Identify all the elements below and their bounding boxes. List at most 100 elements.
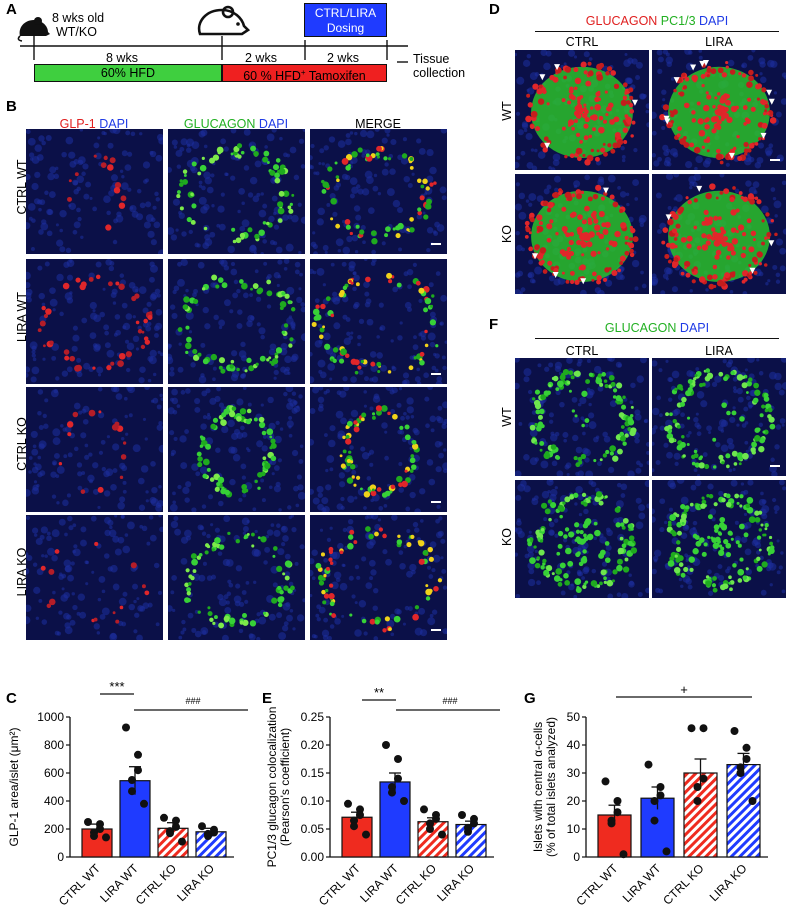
arrowhead-icon [696, 185, 703, 192]
data-point [426, 825, 434, 833]
data-point [650, 816, 659, 825]
arrowhead-icon [699, 60, 706, 67]
y-tick-label: 600 [44, 766, 64, 780]
micrograph-b-r2-c1 [26, 259, 163, 384]
data-point [122, 723, 130, 732]
data-point [160, 813, 168, 822]
data-point [394, 755, 402, 763]
data-point [693, 783, 702, 791]
timeline-seg2: 2 wks [245, 51, 277, 65]
data-point [178, 837, 186, 846]
panel-label-b: B [6, 98, 17, 115]
x-tick-label: CTRL WT [316, 861, 364, 908]
x-tick-label: CTRL WT [56, 861, 104, 908]
data-point [699, 774, 708, 783]
micrograph-b-r1-c1 [26, 129, 163, 254]
panel-label-f: F [489, 316, 499, 333]
data-point [96, 825, 104, 833]
arrowhead-icon [552, 272, 559, 279]
timeline-axis [20, 30, 408, 63]
data-point [699, 724, 708, 733]
data-point [134, 766, 142, 775]
mouse-age-label: 8 wks old WT/KO [52, 11, 105, 39]
arrowhead-icon [554, 64, 561, 71]
data-point [140, 799, 148, 808]
x-tick-label: LIRA KO [434, 861, 477, 904]
panel-d-row-wt: WT [500, 101, 514, 121]
y-axis-label: (% of total islets analyzed) [544, 717, 558, 857]
y-axis-label: PC1/3 glucagon colocalization [265, 707, 279, 868]
arrowhead-icon [702, 59, 709, 66]
y-tick-label: 400 [44, 794, 64, 808]
arrowhead-icon [749, 267, 756, 274]
micrograph-b-r1-c2 [168, 129, 305, 254]
arrowhead-icon [663, 115, 670, 122]
chart-c: 0 200 400 600 800 1000 GLP-1 area/islet (μm²) C… [7, 680, 248, 908]
micrograph-b-r3-c3 [310, 387, 447, 512]
micrograph-b-r2-c2 [168, 259, 305, 384]
data-point [742, 755, 751, 763]
data-point [198, 822, 206, 831]
y-tick-label: 800 [44, 738, 64, 752]
hfd-tamoxifen-bar: 60 % HFD+ Tamoxifen [222, 64, 387, 83]
y-axis-label: Islets with central α-cells [531, 722, 545, 852]
y-tick-label: 0.20 [301, 738, 325, 752]
data-point [438, 830, 446, 839]
x-tick-label: CTRL WT [573, 861, 621, 908]
panel-label-d: D [489, 1, 500, 18]
arrowhead-icon [766, 89, 773, 96]
header-glucagon-dapi: GLUCAGON DAPI [183, 117, 289, 131]
y-tick-label: 0.25 [301, 710, 325, 724]
micrograph-b-r4-c1 [26, 515, 163, 640]
data-point [736, 769, 745, 777]
significance-label-2: ### [185, 696, 200, 706]
y-tick-label: 0.00 [301, 850, 325, 864]
data-point [134, 750, 142, 759]
timeline-seg3: 2 wks [327, 51, 359, 65]
data-point [464, 827, 472, 836]
x-tick-label: LIRA WT [620, 861, 664, 905]
data-point [210, 828, 218, 837]
data-point [656, 783, 665, 791]
x-tick-label: CTRL KO [133, 861, 179, 907]
mouse-icon-2 [197, 5, 250, 36]
arrowhead-icon [580, 278, 587, 285]
tissue-collection-label: Tissue collection [413, 52, 466, 80]
x-tick-label: LIRA KO [707, 861, 750, 904]
header-glp1-dapi: GLP-1 DAPI [59, 117, 129, 131]
y-tick-label: 30 [567, 766, 581, 780]
data-point [388, 788, 396, 797]
x-tick-label: CTRL KO [660, 861, 706, 907]
micrograph-f-2 [652, 358, 786, 476]
y-tick-label: 200 [44, 822, 64, 836]
panel-d-row-ko: KO [500, 224, 514, 244]
data-point [388, 783, 396, 791]
data-point [619, 850, 628, 859]
data-point [356, 811, 364, 819]
y-tick-label: 40 [567, 738, 581, 752]
y-tick-label: 0.15 [301, 766, 325, 780]
y-tick-label: 0.10 [301, 794, 325, 808]
panel-label-a: A [6, 1, 17, 18]
panel-d-col-ctrl: CTRL [565, 35, 599, 49]
panel-f-row-wt: WT [500, 407, 514, 427]
x-tick-label: LIRA KO [174, 861, 217, 904]
arrowhead-icon [673, 77, 680, 84]
panel-d-rule [535, 31, 779, 32]
micrograph-d-1 [515, 50, 649, 170]
data-point [601, 777, 610, 786]
y-axis-label: (Pearson's coefficient) [278, 728, 292, 846]
y-tick-label: 1000 [37, 710, 64, 724]
arrowhead-icon [768, 240, 775, 247]
y-tick-label: 50 [567, 710, 581, 724]
data-point [613, 808, 622, 817]
data-point [742, 743, 751, 752]
micrograph-b-r3-c1 [26, 387, 163, 512]
data-point [730, 727, 739, 735]
micrograph-f-1 [515, 358, 649, 476]
arrowhead-icon [544, 142, 551, 149]
data-point [362, 830, 370, 839]
significance-label-2: ### [442, 696, 457, 706]
chart-e: 0.00 0.05 0.10 0.15 0.20 0.25 PC1/3 glucagon c… [265, 685, 500, 908]
arrowhead-icon [602, 187, 609, 194]
